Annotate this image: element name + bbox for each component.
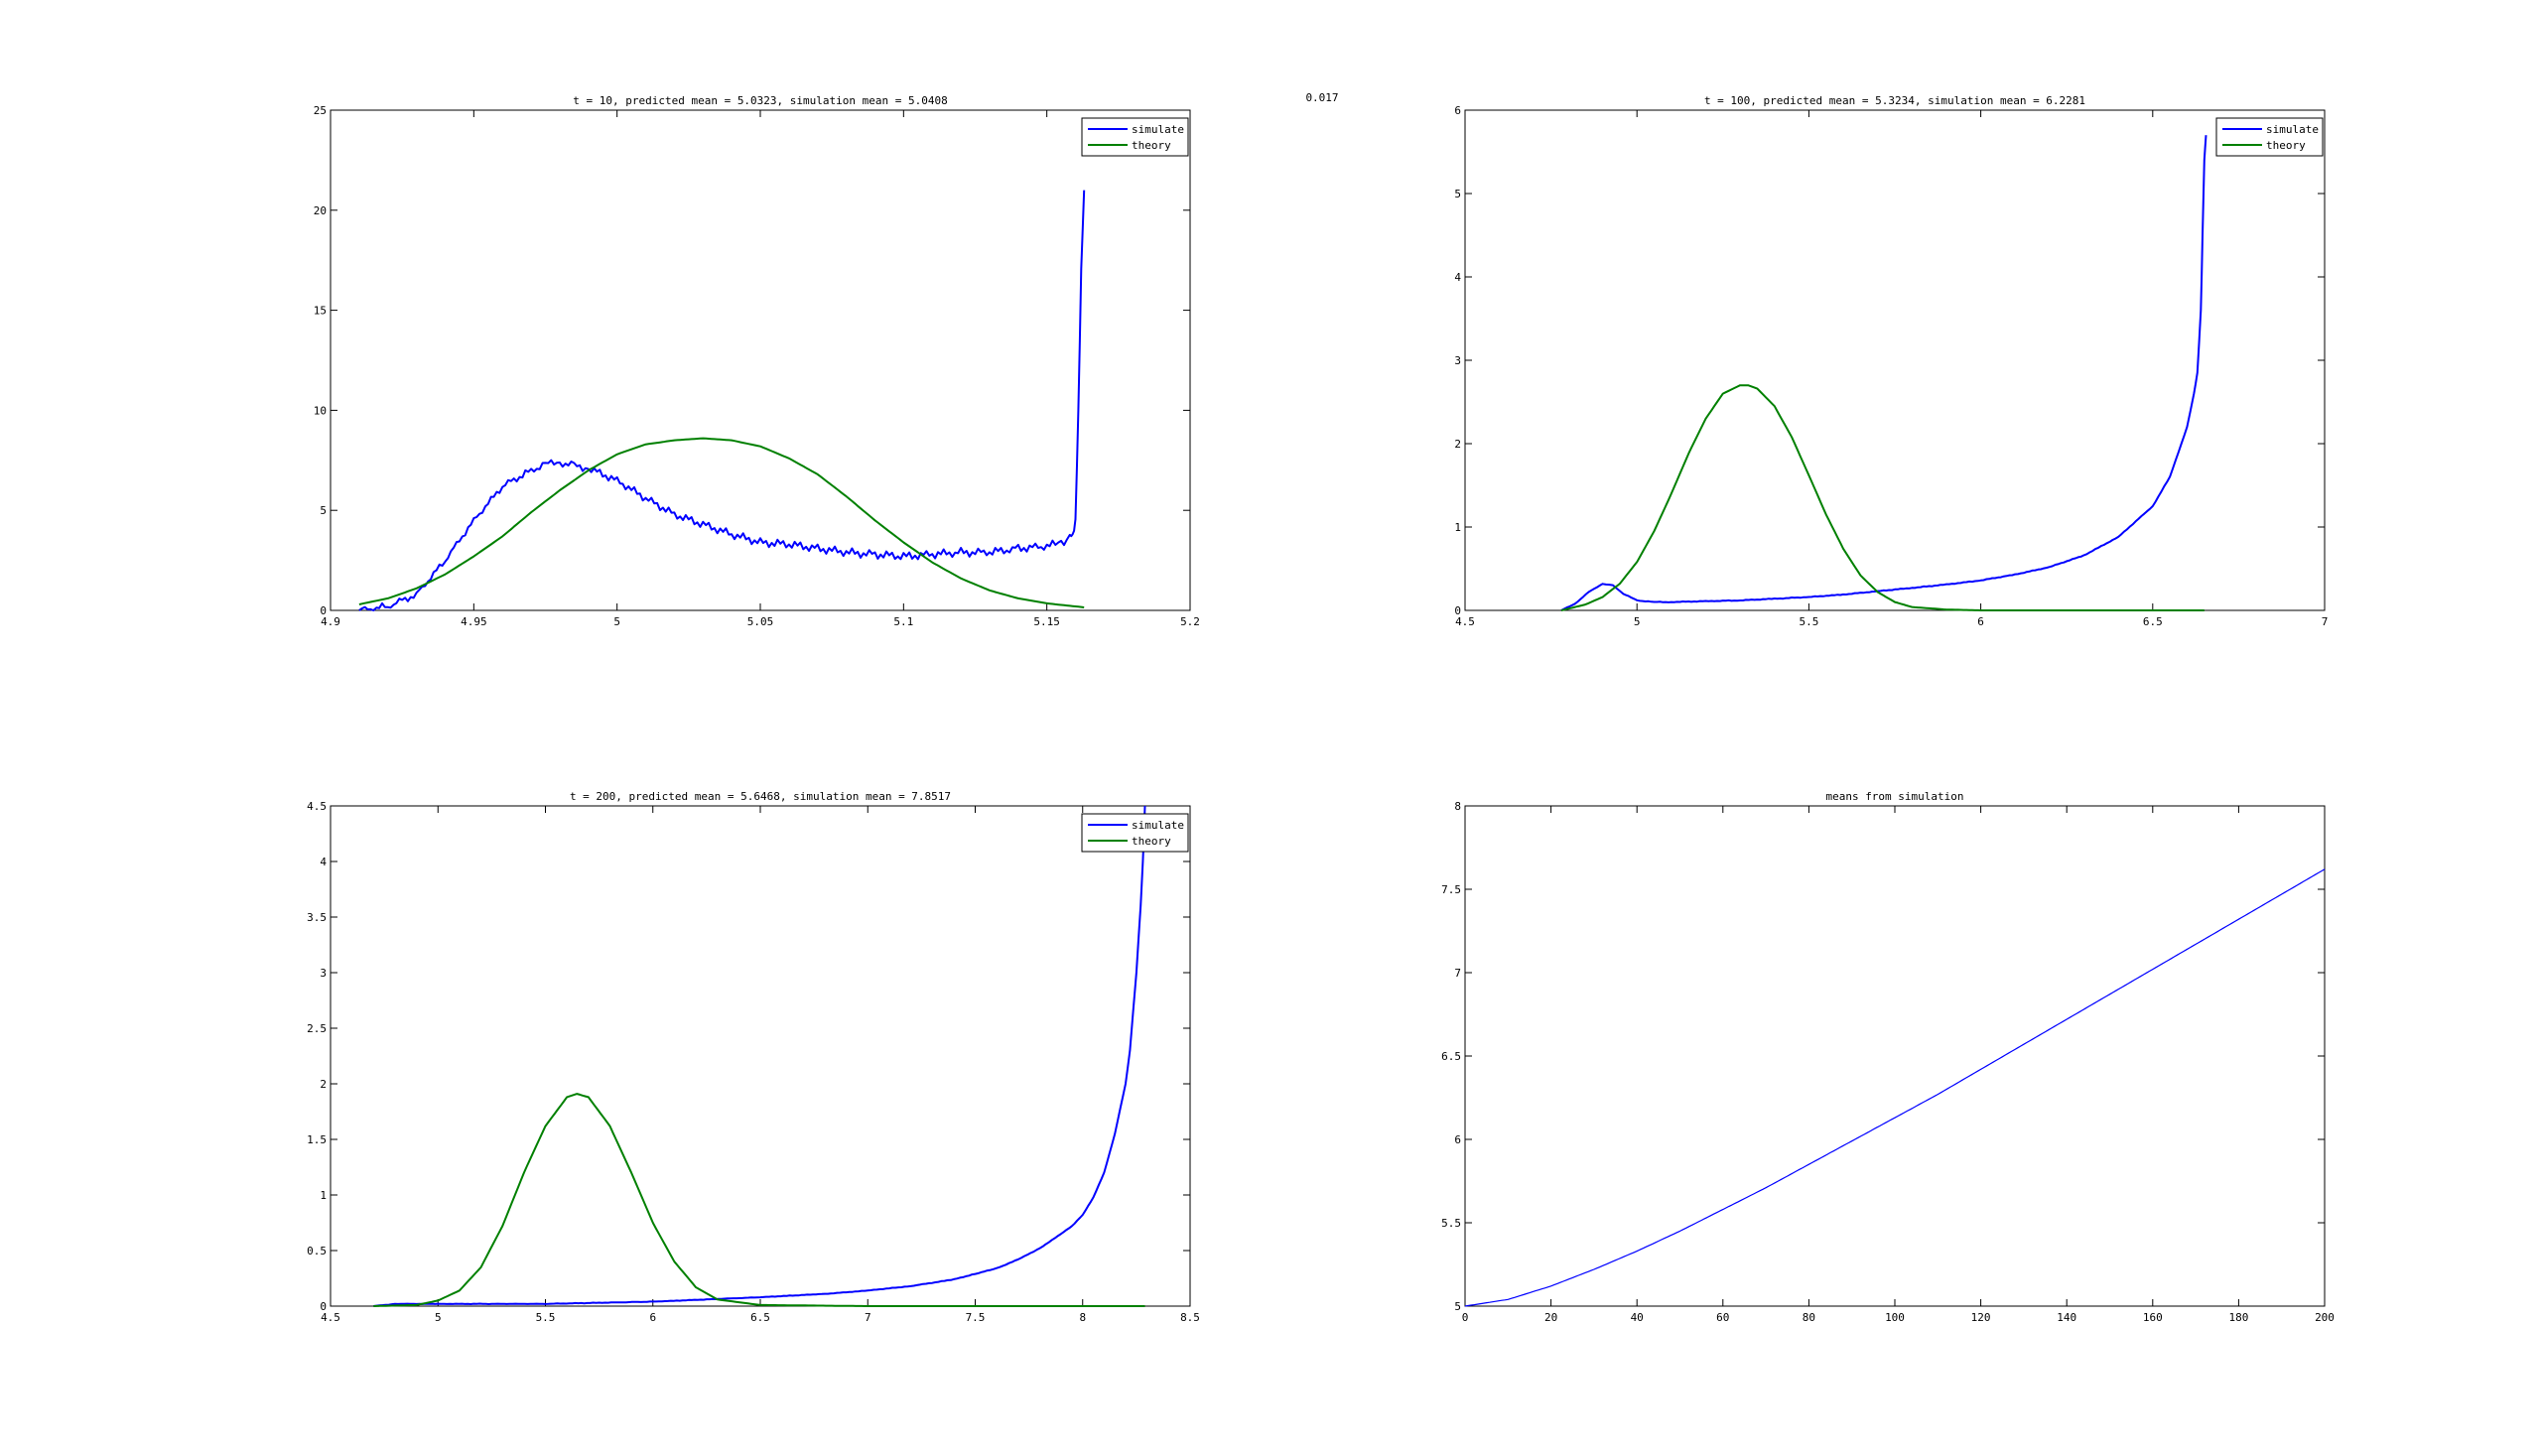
- plot-area: [330, 805, 1191, 1307]
- y-tick-label: 3: [320, 967, 327, 980]
- x-tick-label: 5.5: [536, 1311, 556, 1324]
- x-tick-label: 120: [1971, 1311, 1991, 1324]
- x-tick-label: 5.2: [1180, 615, 1200, 628]
- legend: simulate theory: [1081, 117, 1189, 157]
- x-tick-label: 7: [865, 1311, 871, 1324]
- x-tick-label: 5.15: [1033, 615, 1060, 628]
- y-tick-label: 5: [1454, 1300, 1461, 1313]
- legend-label-simulate: simulate: [2266, 123, 2319, 136]
- plot-area: [1464, 805, 2326, 1307]
- y-tick-label: 3: [1454, 354, 1461, 367]
- y-tick-label: 4.5: [307, 800, 327, 813]
- series-line-means: [1464, 868, 2326, 1307]
- x-tick-label: 8.5: [1180, 1311, 1200, 1324]
- y-tick-label: 2.5: [307, 1022, 327, 1035]
- x-tick-label: 5.5: [1799, 615, 1818, 628]
- legend-label-theory: theory: [2266, 139, 2306, 152]
- y-tick-label: 6: [1454, 104, 1461, 117]
- y-tick-label: 15: [314, 305, 327, 318]
- x-tick-label: 5: [613, 615, 620, 628]
- legend-box: [2215, 117, 2324, 157]
- y-tick-label: 7: [1454, 967, 1461, 980]
- x-tick-label: 180: [2228, 1311, 2248, 1324]
- series-line-simulate: [373, 805, 1146, 1307]
- y-tick-label: 4: [1454, 271, 1461, 284]
- x-tick-label: 20: [1544, 1311, 1557, 1324]
- x-tick-label: 200: [2315, 1311, 2335, 1324]
- chart-panel-1: t = 10, predicted mean = 5.0323, simulat…: [314, 94, 1200, 628]
- x-tick-label: 140: [2057, 1311, 2076, 1324]
- series-line-theory: [358, 437, 1085, 608]
- y-tick-label: 0: [320, 1300, 327, 1313]
- y-tick-label: 10: [314, 404, 327, 417]
- series-line-theory: [373, 1093, 1145, 1307]
- x-tick-label: 4.5: [1455, 615, 1475, 628]
- x-tick-label: 5: [1634, 615, 1641, 628]
- y-tick-label: 0.5: [307, 1245, 327, 1257]
- x-tick-label: 40: [1631, 1311, 1644, 1324]
- y-tick-label: 8: [1454, 800, 1461, 813]
- series-line-theory: [1560, 384, 2205, 611]
- x-tick-label: 5.05: [747, 615, 774, 628]
- y-tick-label: 2: [1454, 438, 1461, 451]
- chart-title: means from simulation: [1825, 790, 1963, 803]
- x-tick-label: 160: [2143, 1311, 2163, 1324]
- plot-area: [330, 109, 1191, 611]
- x-tick-label: 6.5: [750, 1311, 770, 1324]
- x-tick-label: 5: [435, 1311, 442, 1324]
- x-tick-label: 60: [1716, 1311, 1729, 1324]
- chart-title: t = 200, predicted mean = 5.6468, simula…: [570, 790, 951, 803]
- x-tick-label: 100: [1885, 1311, 1905, 1324]
- chart-panel-3: t = 200, predicted mean = 5.6468, simula…: [307, 790, 1200, 1324]
- y-tick-label: 5: [1454, 188, 1461, 200]
- y-tick-label: 0: [320, 604, 327, 617]
- y-tick-label: 1: [320, 1189, 327, 1202]
- y-tick-label: 6.5: [1441, 1050, 1461, 1063]
- y-tick-label: 7.5: [1441, 883, 1461, 896]
- legend-label-simulate: simulate: [1132, 123, 1184, 136]
- x-tick-label: 80: [1803, 1311, 1815, 1324]
- legend-label-theory: theory: [1132, 835, 1171, 848]
- y-tick-label: 2: [320, 1078, 327, 1091]
- y-tick-label: 1.5: [307, 1133, 327, 1146]
- y-tick-label: 4: [320, 856, 327, 868]
- x-tick-label: 0: [1462, 1311, 1469, 1324]
- x-tick-label: 4.9: [321, 615, 340, 628]
- x-tick-label: 5.1: [893, 615, 913, 628]
- chart-title: t = 10, predicted mean = 5.0323, simulat…: [573, 94, 948, 107]
- stray-label: 0.017: [1305, 91, 1338, 104]
- x-tick-label: 6: [649, 1311, 656, 1324]
- series-line-simulate: [358, 190, 1086, 611]
- y-tick-label: 6: [1454, 1133, 1461, 1146]
- x-tick-label: 7: [2322, 615, 2329, 628]
- plot-area: [1464, 109, 2326, 611]
- y-tick-label: 1: [1454, 521, 1461, 534]
- y-tick-label: 5.5: [1441, 1217, 1461, 1230]
- chart-title: t = 100, predicted mean = 5.3234, simula…: [1704, 94, 2085, 107]
- x-tick-label: 4.5: [321, 1311, 340, 1324]
- y-tick-label: 3.5: [307, 911, 327, 924]
- chart-panel-4: means from simulation 0 20 40 60 80 100 120 140 1…: [1441, 790, 2335, 1324]
- x-tick-label: 6: [1977, 615, 1984, 628]
- legend: simulate theory: [2215, 117, 2324, 157]
- series-line-simulate: [1560, 135, 2207, 611]
- y-tick-label: 5: [320, 504, 327, 517]
- x-tick-label: 7.5: [966, 1311, 986, 1324]
- x-tick-label: 8: [1079, 1311, 1086, 1324]
- legend-box: [1081, 813, 1189, 853]
- chart-panel-2: t = 100, predicted mean = 5.3234, simula…: [1454, 94, 2328, 628]
- x-tick-label: 4.95: [461, 615, 487, 628]
- x-tick-label: 6.5: [2143, 615, 2163, 628]
- legend: simulate theory: [1081, 813, 1189, 853]
- legend-label-simulate: simulate: [1132, 819, 1184, 832]
- y-tick-label: 0: [1454, 604, 1461, 617]
- legend-box: [1081, 117, 1189, 157]
- legend-label-theory: theory: [1132, 139, 1171, 152]
- y-tick-label: 20: [314, 204, 327, 217]
- y-tick-label: 25: [314, 104, 327, 117]
